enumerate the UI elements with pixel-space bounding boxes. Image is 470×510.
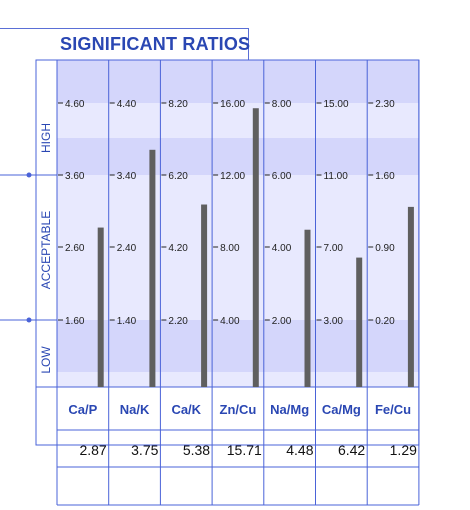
tick-label: 2.60 xyxy=(65,243,85,254)
tick-label: 6.00 xyxy=(272,171,292,182)
category-label: Ca/P xyxy=(68,402,97,417)
zone-label: HIGH xyxy=(39,123,53,153)
tick-label: 2.40 xyxy=(117,243,137,254)
tick-label: 8.00 xyxy=(272,99,292,110)
zone-label: LOW xyxy=(39,346,53,374)
bar-ca-p xyxy=(97,227,104,387)
tick-label: 7.00 xyxy=(324,243,344,254)
tick-label: 0.20 xyxy=(375,316,395,327)
tick-label: 6.20 xyxy=(168,171,188,182)
zone-marker-dot xyxy=(26,172,32,178)
tick-label: 8.20 xyxy=(168,99,188,110)
tick-label: 12.00 xyxy=(220,171,245,182)
tick-label: 8.00 xyxy=(220,243,240,254)
bar-na-mg xyxy=(304,229,311,387)
category-label: Fe/Cu xyxy=(375,402,411,417)
tick-label: 4.20 xyxy=(168,243,188,254)
tick-label: 1.40 xyxy=(117,316,137,327)
title-rule xyxy=(0,28,248,29)
value-label: 2.87 xyxy=(79,442,106,458)
zone-band xyxy=(57,372,419,387)
value-label: 3.75 xyxy=(131,442,158,458)
tick-label: 2.30 xyxy=(375,99,395,110)
tick-label: 15.00 xyxy=(324,99,349,110)
zone-band xyxy=(57,60,419,103)
tick-label: 4.60 xyxy=(65,99,85,110)
tick-label: 2.20 xyxy=(168,316,188,327)
category-label: Ca/Mg xyxy=(322,402,361,417)
tick-label: 2.00 xyxy=(272,316,292,327)
category-label: Na/K xyxy=(120,402,150,417)
bar-na-k xyxy=(149,149,156,387)
value-label: 15.71 xyxy=(227,442,262,458)
tick-label: 0.90 xyxy=(375,243,395,254)
value-label: 6.42 xyxy=(338,442,365,458)
value-label: 1.29 xyxy=(390,442,417,458)
tick-label: 16.00 xyxy=(220,99,245,110)
chart-title: SIGNIFICANT RATIOS xyxy=(60,34,251,54)
zone-label-strip xyxy=(36,60,57,387)
tick-label: 11.00 xyxy=(324,171,349,182)
title-rule-right xyxy=(248,28,249,60)
category-label: Ca/K xyxy=(171,402,201,417)
value-label: 5.38 xyxy=(183,442,210,458)
tick-label: 4.00 xyxy=(220,316,240,327)
tick-label: 1.60 xyxy=(375,171,395,182)
zone-band xyxy=(57,320,419,372)
category-label: Zn/Cu xyxy=(220,402,257,417)
value-label: 4.48 xyxy=(286,442,313,458)
bar-ca-mg xyxy=(356,257,363,387)
zone-band xyxy=(57,103,419,138)
category-label: Na/Mg xyxy=(270,402,309,417)
tick-label: 4.40 xyxy=(117,99,137,110)
tick-label: 4.00 xyxy=(272,243,292,254)
bar-fe-cu xyxy=(407,206,414,387)
zone-band xyxy=(57,138,419,175)
tick-label: 3.60 xyxy=(65,171,85,182)
bar-ca-k xyxy=(201,204,208,387)
tick-label: 3.40 xyxy=(117,171,137,182)
tick-label: 3.00 xyxy=(324,316,344,327)
bar-zn-cu xyxy=(252,108,259,387)
zone-marker-dot xyxy=(26,317,32,323)
tick-label: 1.60 xyxy=(65,316,85,327)
zone-label: ACCEPTABLE xyxy=(39,211,53,289)
